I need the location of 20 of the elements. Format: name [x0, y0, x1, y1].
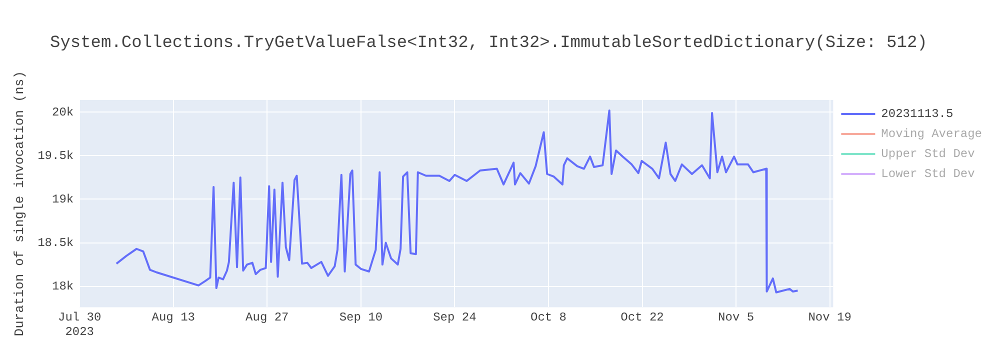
x-tick-label: Aug 13 — [152, 310, 195, 325]
legend-label: 20231113.5 — [881, 107, 954, 122]
legend-label: Upper Std Dev — [881, 147, 975, 162]
x-tick-label: Oct 8 — [530, 310, 567, 325]
y-tick-label: 18.5k — [38, 236, 74, 250]
y-tick-label: 19k — [52, 192, 74, 206]
x-tick-label: Nov 5 — [718, 310, 754, 325]
x-tick-label: Nov 19 — [808, 310, 852, 325]
x-tick-label: Sep 10 — [339, 310, 383, 325]
y-axis-title: Duration of single invocation (ns) — [12, 70, 28, 336]
y-tick-label: 18k — [52, 279, 74, 294]
x-tick-label: Jul 30 2023 — [58, 310, 102, 339]
y-tick-label: 19.5k — [38, 148, 74, 163]
legend-label: Lower Std Dev — [881, 167, 975, 182]
y-tick-label: 20k — [52, 105, 74, 120]
x-tick-label: Oct 22 — [620, 310, 664, 325]
chart-title: System.Collections.TryGetValueFalse<Int32, Int32>.ImmutableSortedDictionary(Size: 512) — [50, 34, 928, 53]
x-tick-label: Aug 27 — [246, 310, 289, 325]
x-tick-label: Sep 24 — [433, 310, 476, 325]
legend-label: Moving Average — [881, 127, 982, 142]
